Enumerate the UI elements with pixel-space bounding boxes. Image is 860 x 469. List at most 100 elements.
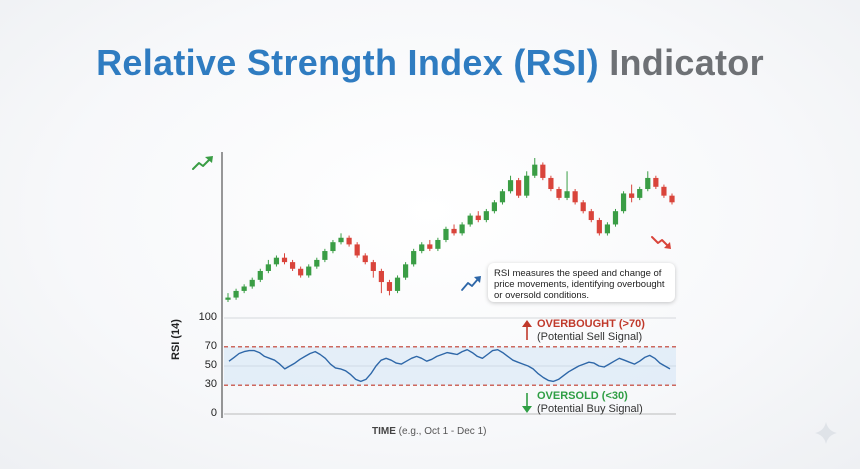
candle xyxy=(394,275,401,294)
oversold-annotation: OVERSOLD (<30) (Potential Buy Signal) xyxy=(537,390,643,416)
candle xyxy=(532,158,538,178)
sparkle-icon xyxy=(815,422,837,444)
candle xyxy=(524,171,530,198)
candle-body xyxy=(548,177,554,190)
oversold-label: OVERSOLD (<30) xyxy=(537,390,628,402)
candle xyxy=(241,284,247,294)
page-title: Relative Strength Index (RSI) Indicator xyxy=(0,42,860,84)
candle-body xyxy=(346,237,352,245)
candle-body xyxy=(362,255,368,263)
overbought-label: OVERBOUGHT (>70) xyxy=(537,318,645,330)
candle-body xyxy=(491,202,497,212)
y-tick-label: 70 xyxy=(204,339,217,352)
y-axis-label: RSI (14) xyxy=(170,319,182,360)
candle xyxy=(338,233,344,245)
chart-trend-icon xyxy=(461,278,479,291)
overbought-sub: (Potential Sell Signal) xyxy=(537,331,643,343)
candle-body xyxy=(467,215,473,225)
candle-body xyxy=(604,224,611,234)
candle-body xyxy=(298,268,304,276)
candle xyxy=(459,222,465,236)
candle xyxy=(612,208,619,227)
candle xyxy=(556,186,562,201)
candle xyxy=(435,237,441,252)
candle-body xyxy=(386,282,393,291)
candle-body xyxy=(653,177,659,187)
candle xyxy=(411,248,417,267)
candle-body xyxy=(394,277,401,291)
x-axis-label: TIME (e.g., Oct 1 - Dec 1) xyxy=(372,426,486,437)
candle-body xyxy=(588,211,594,221)
candle xyxy=(604,222,611,236)
candle-body xyxy=(483,211,489,221)
trend-up-arrowhead xyxy=(205,156,213,163)
candle-body xyxy=(330,242,336,252)
candle xyxy=(403,262,409,280)
candle-body xyxy=(419,244,425,252)
candle xyxy=(467,213,473,227)
candle-body xyxy=(451,228,457,234)
candle xyxy=(265,259,271,274)
candle xyxy=(564,171,570,201)
candle-body xyxy=(249,279,255,287)
candle xyxy=(257,268,263,283)
candle xyxy=(637,186,643,201)
candle xyxy=(645,171,651,192)
candle xyxy=(475,211,481,223)
candle-body xyxy=(443,228,449,240)
y-tick-label: 100 xyxy=(198,311,217,323)
candle-body xyxy=(572,191,578,203)
candle xyxy=(289,259,296,271)
candle xyxy=(314,257,320,269)
candle xyxy=(588,208,594,223)
candle-body xyxy=(233,290,239,298)
candle-body xyxy=(475,215,481,221)
candle xyxy=(330,239,336,254)
candle-body xyxy=(306,266,312,276)
candle-body xyxy=(403,264,409,278)
candle-body xyxy=(225,297,231,300)
candle xyxy=(386,279,393,296)
candle-body xyxy=(435,239,441,249)
candle xyxy=(354,242,360,258)
candle-body xyxy=(637,189,643,198)
candle-body xyxy=(516,180,522,196)
candle-body xyxy=(338,237,344,243)
oversold-arrowhead xyxy=(522,406,532,413)
rsi-panel xyxy=(224,317,676,415)
candle xyxy=(596,217,602,236)
candle xyxy=(669,193,675,205)
candle xyxy=(306,264,312,278)
candle xyxy=(322,248,328,263)
candle xyxy=(507,175,514,194)
chart-trend-arrowhead xyxy=(474,276,481,283)
candle-body xyxy=(612,211,619,225)
candle-body xyxy=(241,286,247,291)
candle xyxy=(661,184,667,198)
candle-body xyxy=(370,262,376,271)
candle-body xyxy=(257,270,263,280)
candle xyxy=(298,266,304,278)
candle-body xyxy=(499,191,506,203)
candle xyxy=(378,268,384,294)
overbought-arrowhead xyxy=(522,320,532,327)
decorations xyxy=(192,156,837,444)
candle xyxy=(249,277,255,289)
trend-down-icon xyxy=(651,236,669,247)
y-tick-label: 50 xyxy=(204,359,217,371)
candle-body xyxy=(459,224,465,234)
candle xyxy=(629,184,635,203)
candle xyxy=(419,242,425,254)
candle xyxy=(427,239,433,252)
candle xyxy=(540,162,546,181)
title-accent: Indicator xyxy=(609,42,764,83)
rsi-line xyxy=(228,349,671,383)
candle-body xyxy=(620,193,627,212)
candle xyxy=(620,191,627,214)
candle xyxy=(483,208,489,223)
candle xyxy=(273,255,280,267)
trend-up-icon xyxy=(192,157,212,170)
oversold-sub: (Potential Buy Signal) xyxy=(537,403,643,415)
candle-body xyxy=(289,262,296,269)
candle-body xyxy=(580,202,586,212)
